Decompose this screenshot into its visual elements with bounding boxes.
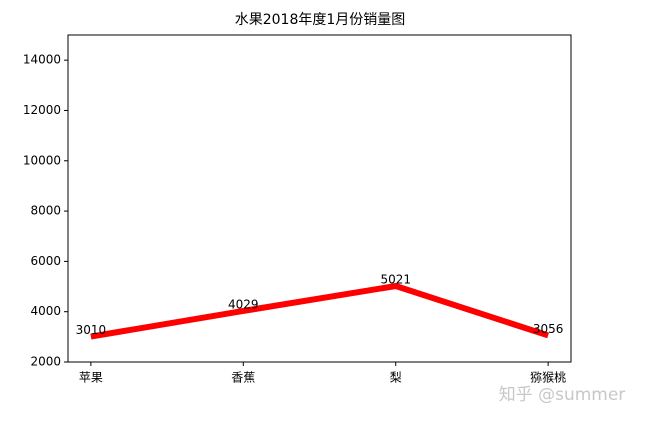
x-tick-label: 苹果	[79, 371, 103, 385]
watermark: 知乎 @summer	[499, 385, 626, 405]
x-tick-label: 香蕉	[231, 371, 255, 385]
y-tick-label: 8000	[30, 204, 61, 218]
line	[90, 283, 550, 340]
value-label: 3010	[76, 323, 107, 337]
x-tick-label: 梨	[390, 371, 402, 385]
value-label: 4029	[228, 297, 259, 311]
value-label: 5021	[380, 273, 411, 287]
y-tick-label: 10000	[23, 153, 61, 167]
plot-frame	[67, 34, 572, 363]
y-tick-label: 2000	[30, 355, 61, 369]
value-label: 3056	[533, 322, 564, 336]
x-tick-label: 猕猴桃	[530, 370, 566, 385]
chart-title: 水果2018年度1月份销量图	[235, 12, 406, 28]
y-tick-label: 12000	[23, 103, 61, 117]
y-tick-label: 6000	[30, 254, 61, 268]
y-tick-label: 14000	[23, 53, 61, 67]
y-tick-label: 4000	[30, 304, 61, 318]
